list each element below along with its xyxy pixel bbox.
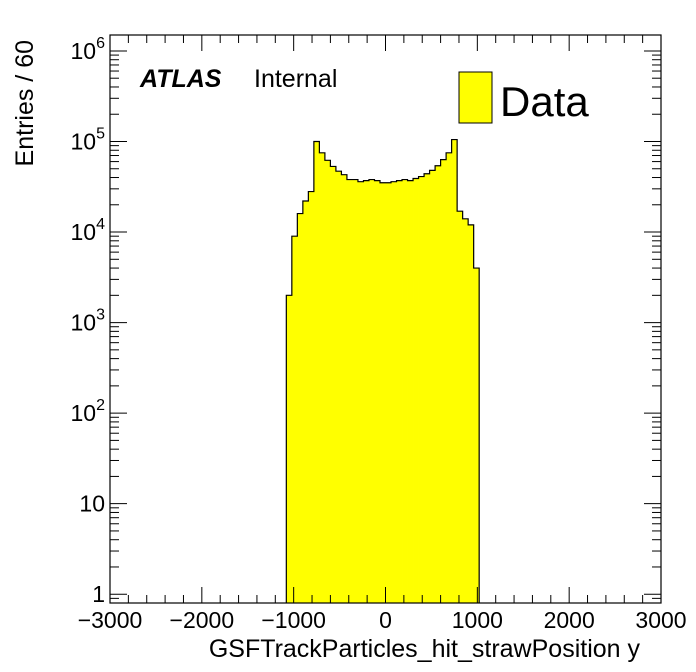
histogram-bin: [297, 213, 304, 603]
histogram-bin: [468, 224, 475, 604]
x-tick-label: −3000: [78, 607, 143, 633]
histogram-bin: [446, 152, 453, 603]
y-axis-tick-labels: 1 10 102 103 104 105 106: [71, 35, 106, 607]
histogram-bin: [368, 179, 375, 603]
histogram-bin: [396, 180, 403, 603]
histogram-bin: [385, 182, 392, 604]
atlas-label: ATLAS: [139, 65, 222, 93]
histogram-bin: [357, 181, 364, 604]
histogram-bin: [418, 176, 425, 603]
y-tick-label: 105: [71, 125, 106, 154]
legend-entry-data: Data: [500, 78, 589, 125]
legend: Data: [458, 71, 589, 125]
histogram-bin: [313, 141, 320, 603]
histogram-bin: [286, 295, 293, 603]
x-tick-label: 0: [379, 607, 392, 633]
y-tick-label: 106: [71, 35, 106, 64]
x-tick-label: −1000: [261, 607, 326, 633]
histogram-bin: [319, 152, 326, 603]
histogram-bin: [407, 180, 414, 603]
histogram-bin: [363, 180, 370, 603]
histogram-bin: [341, 174, 348, 603]
histogram-bin: [457, 211, 464, 603]
x-axis-ticks: [109, 35, 662, 603]
y-tick-label: 104: [71, 216, 106, 245]
histogram-bin: [291, 236, 298, 604]
y-tick-label: 102: [71, 397, 106, 426]
histogram-bin: [435, 165, 441, 603]
histogram-bin: [391, 181, 397, 604]
x-axis-tick-labels: −3000 −2000 −1000 0 1000 2000 3000: [78, 607, 687, 633]
histogram-bin: [379, 182, 386, 604]
y-axis-ticks: [110, 50, 661, 604]
y-tick-label: 1: [92, 581, 105, 607]
histogram-bin: [330, 166, 337, 603]
x-tick-label: 2000: [544, 607, 595, 633]
histogram-bin: [335, 171, 342, 603]
histogram-bin: [440, 159, 447, 603]
x-axis-title: GSFTrackParticles_hit_strawPosition y: [209, 635, 641, 663]
x-tick-label: −2000: [170, 607, 235, 633]
y-axis-title: Entries / 60: [11, 40, 39, 166]
histogram-bin: [374, 180, 381, 603]
y-tick-label: 103: [71, 307, 106, 336]
histogram-bins: [285, 138, 480, 604]
x-tick-label: 3000: [635, 607, 686, 633]
legend-swatch: [458, 71, 493, 124]
histogram-bin: [352, 179, 359, 603]
histogram-bin: [302, 201, 309, 603]
histogram-bin: [462, 218, 469, 603]
y-tick-label: 10: [79, 491, 105, 517]
histogram-bin: [473, 268, 480, 603]
histogram-bin: [413, 178, 419, 603]
internal-label: Internal: [254, 65, 337, 93]
histogram-bin: [308, 191, 315, 603]
x-tick-label: 1000: [452, 607, 503, 633]
histogram-bin: [402, 179, 408, 603]
histogram-bin: [324, 160, 331, 603]
histogram-outline: [285, 138, 480, 603]
histogram-bin: [451, 139, 458, 604]
histogram-bin: [346, 179, 353, 603]
histogram-bin: [424, 173, 430, 604]
histogram-bin: [429, 170, 436, 604]
